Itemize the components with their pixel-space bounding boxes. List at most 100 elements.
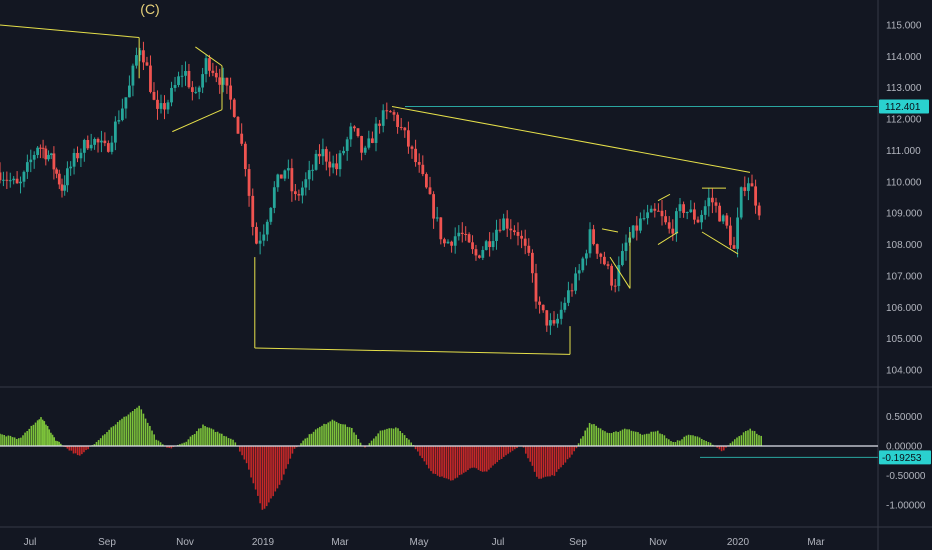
candle-body	[283, 170, 287, 179]
candle-body	[682, 204, 685, 213]
candle-body	[55, 169, 58, 174]
oscillator-tag: -0.19253	[879, 450, 931, 465]
candle-body	[349, 126, 353, 140]
candle-body	[47, 155, 50, 160]
oscillator-tick-label: 0.00000	[886, 442, 923, 453]
candle-body	[552, 320, 556, 324]
candle-body	[149, 65, 152, 92]
candle-body	[563, 302, 567, 310]
candle-body	[86, 139, 90, 149]
candle-body	[300, 187, 304, 196]
candle-body	[747, 183, 750, 191]
candle-body	[450, 241, 453, 246]
candle-body	[678, 204, 682, 212]
trendline	[657, 193, 671, 202]
trendline	[601, 228, 619, 233]
candle-body	[194, 91, 198, 93]
candle-body	[435, 217, 439, 219]
candle-body	[577, 270, 581, 274]
candle-body	[685, 212, 689, 214]
candle-body	[124, 97, 128, 109]
candle-body	[513, 230, 516, 233]
price-axis[interactable]: 115.000 114.000 113.000 112.000 111.000 110.0…	[886, 21, 923, 377]
time-tick-label: Mar	[331, 537, 349, 548]
candle-body	[439, 217, 443, 240]
oscillator-tag-label: -0.19253	[882, 453, 922, 464]
candle-body	[407, 130, 410, 147]
candle-body	[321, 149, 325, 157]
candle-body	[592, 229, 595, 245]
candle-body	[477, 255, 481, 258]
time-tick-label: 2019	[252, 537, 275, 548]
candle-body	[660, 210, 664, 217]
candle-body	[707, 197, 711, 207]
candle-body	[757, 205, 761, 216]
candle-body	[41, 147, 45, 149]
candle-body	[642, 218, 646, 220]
candle-body	[410, 146, 414, 149]
candle-body	[156, 99, 159, 109]
price-tick-label: 107.000	[886, 271, 923, 282]
candle-body	[428, 187, 432, 195]
candle-body	[474, 249, 478, 256]
candle-body	[170, 87, 173, 103]
candle-body	[297, 194, 301, 196]
candle-body	[736, 217, 739, 249]
candle-body	[324, 149, 328, 162]
candle-body	[190, 87, 194, 92]
candle-body	[163, 103, 166, 110]
candle-body	[432, 194, 435, 219]
candle-body	[374, 123, 378, 143]
candle-body	[79, 152, 83, 159]
candle-body	[356, 128, 360, 137]
candle-body	[69, 166, 73, 169]
candle-body	[131, 65, 135, 86]
candle-body	[585, 253, 588, 259]
candle-body	[421, 164, 425, 175]
candle-body	[464, 233, 468, 235]
candle-body	[166, 102, 170, 110]
candle-body	[505, 218, 509, 229]
candle-body	[258, 240, 262, 244]
candle-body	[318, 153, 321, 157]
candle-body	[152, 91, 156, 100]
candle-body	[617, 265, 621, 286]
candle-body	[52, 153, 56, 170]
candle-body	[649, 208, 653, 213]
candle-body	[646, 212, 649, 219]
price-tick-label: 114.000	[886, 52, 922, 63]
trendline	[0, 24, 140, 39]
candle-body	[671, 228, 675, 234]
candle-body	[262, 234, 266, 241]
candle-body	[491, 241, 495, 248]
time-tick-label: Jul	[492, 537, 505, 548]
candle-body	[460, 232, 464, 234]
price-tick-label: 105.000	[886, 334, 923, 345]
candle-body	[443, 239, 446, 244]
candle-body	[754, 186, 757, 206]
candle-body	[453, 236, 457, 246]
candle-body	[63, 185, 67, 191]
candle-body	[711, 197, 714, 203]
wave-label: (C)	[140, 1, 159, 17]
candle-body	[328, 161, 332, 168]
candle-body	[243, 143, 247, 170]
price-tick-label: 111.000	[886, 146, 921, 157]
candle-body	[481, 249, 485, 258]
candle-body	[534, 273, 538, 302]
candle-body	[603, 256, 606, 265]
price-tick-label: 113.000	[886, 83, 922, 94]
candle-body	[236, 116, 240, 134]
time-axis[interactable]: Jul Sep Nov 2019 Mar May Jul Sep Nov 2020 Mar	[24, 537, 826, 548]
candle-body	[100, 140, 103, 143]
oscillator-axis[interactable]: 0.50000 0.00000 -0.50000 -1.00000	[886, 412, 926, 512]
candle-body	[39, 147, 42, 149]
candle-body	[255, 226, 258, 244]
candle-body	[345, 139, 349, 151]
candle-body	[2, 179, 5, 181]
candle-body	[311, 169, 315, 171]
candle-body	[498, 229, 502, 231]
candle-body	[739, 187, 743, 218]
candle-body	[414, 148, 417, 163]
